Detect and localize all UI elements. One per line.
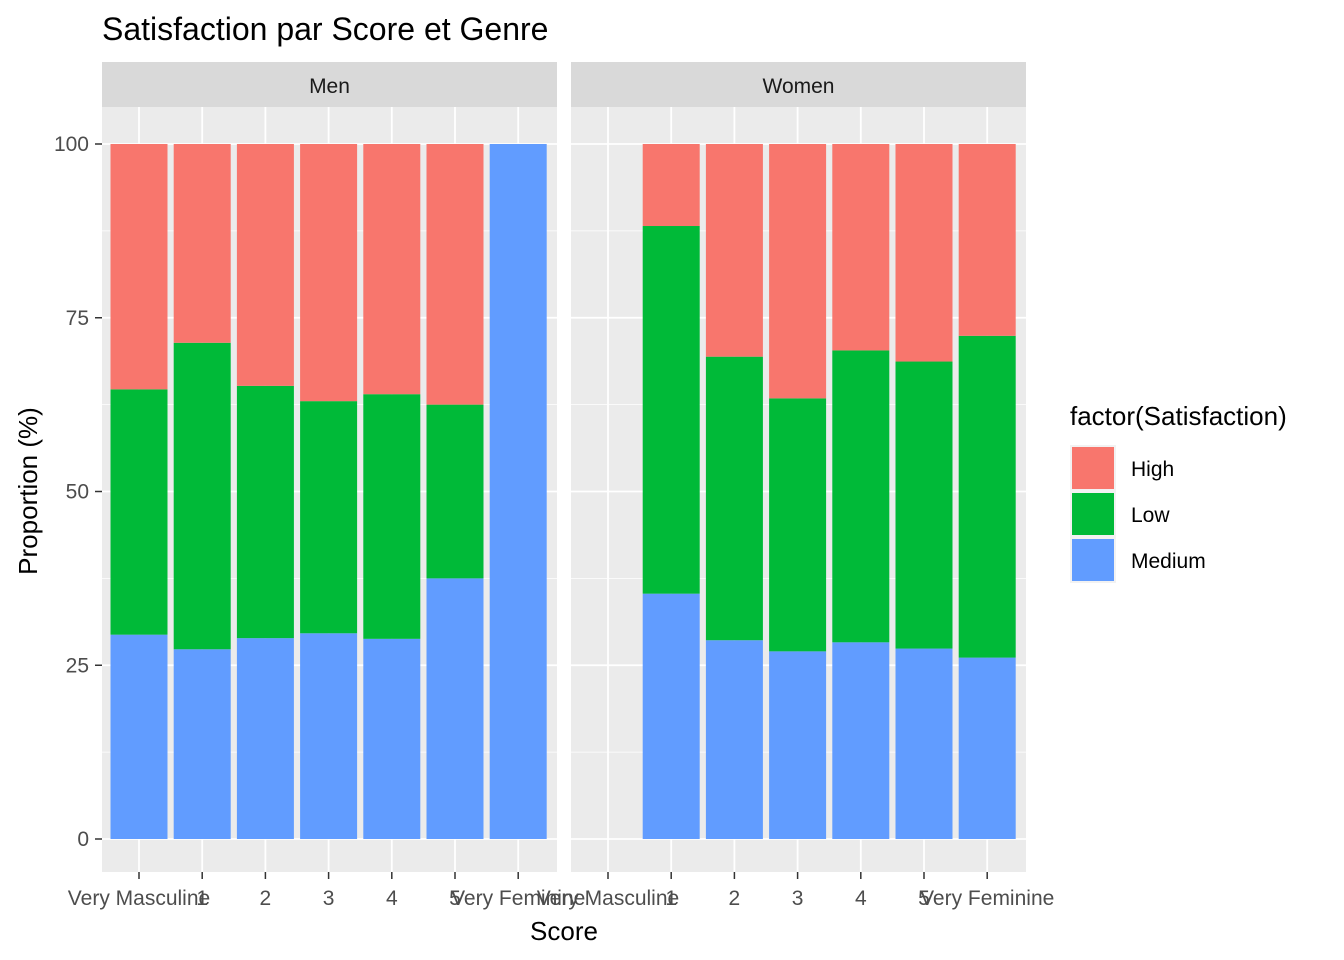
x-tick-label: Very Masculine (68, 887, 210, 910)
bar-segment (769, 398, 827, 652)
bar-segment (236, 144, 294, 386)
y-tick-label: 75 (66, 307, 89, 330)
bar-segment (832, 350, 890, 643)
facet-strip (102, 62, 557, 107)
x-tick-label: Very Feminine (920, 887, 1054, 910)
legend-title: factor(Satisfaction) (1070, 401, 1287, 431)
bar-segment (173, 649, 231, 839)
bar-segment (832, 144, 890, 351)
bar-segment (489, 144, 547, 839)
bar-segment (895, 648, 953, 839)
bar-segment (426, 578, 484, 839)
bar-segment (705, 640, 763, 839)
y-tick-label: 50 (66, 481, 89, 504)
x-tick-label: Very Feminine (451, 887, 585, 910)
facet-strip-label: Women (763, 75, 835, 98)
bar-segment (110, 389, 168, 635)
bar-segment (642, 144, 700, 227)
bar-segment (958, 335, 1016, 658)
y-axis-title: Proportion (%) (13, 407, 43, 575)
legend-swatch (1072, 493, 1114, 535)
bar-segment (300, 633, 358, 839)
legend-label: High (1131, 458, 1174, 481)
bar-segment (300, 144, 358, 402)
bar-segment (236, 385, 294, 639)
bar-segment (110, 634, 168, 839)
bar-segment (363, 638, 421, 839)
legend-label: Low (1131, 504, 1170, 527)
bar-segment (236, 638, 294, 839)
bar-segment (769, 144, 827, 399)
bar-segment (173, 342, 231, 650)
bar-segment (426, 144, 484, 405)
x-tick-label: 2 (260, 887, 272, 910)
x-tick-label: 2 (729, 887, 741, 910)
bar-segment (895, 361, 953, 649)
bar-segment (363, 144, 421, 395)
x-tick-label: Very Masculine (537, 887, 679, 910)
bar-segment (363, 394, 421, 639)
bar-segment (958, 144, 1016, 336)
bar-segment (705, 144, 763, 357)
y-axis: 0 25 50 75 100 (54, 133, 102, 851)
bar-segment (642, 226, 700, 594)
legend-label: Medium (1131, 550, 1206, 573)
legend: factor(Satisfaction) High Low Medium (1070, 401, 1287, 583)
bar-segment (832, 642, 890, 839)
bar-segment (895, 144, 953, 362)
x-tick-label: 4 (855, 887, 867, 910)
x-tick-label: 3 (792, 887, 804, 910)
legend-swatch (1072, 447, 1114, 489)
bar-segment (110, 144, 168, 390)
bar-segment (769, 651, 827, 839)
legend-swatch (1072, 539, 1114, 581)
bar-segment (300, 401, 358, 634)
x-tick-label: 3 (323, 887, 335, 910)
x-tick-label: 1 (665, 887, 677, 910)
facet-strip (571, 62, 1026, 107)
bar-segment (642, 593, 700, 839)
bar-segment (173, 144, 231, 343)
bar-segment (426, 404, 484, 579)
chart-title: Satisfaction par Score et Genre (102, 11, 548, 47)
x-tick-label: 5 (918, 887, 930, 910)
bar-segment (705, 356, 763, 641)
y-tick-label: 25 (66, 654, 89, 677)
x-tick-label: 1 (196, 887, 208, 910)
y-tick-label: 0 (77, 828, 89, 851)
facet-strip-label: Men (309, 75, 350, 98)
y-tick-label: 100 (54, 133, 89, 156)
x-tick-label: 5 (449, 887, 461, 910)
x-axis-title: Score (530, 916, 598, 946)
x-tick-label: 4 (386, 887, 398, 910)
bar-segment (958, 657, 1016, 839)
